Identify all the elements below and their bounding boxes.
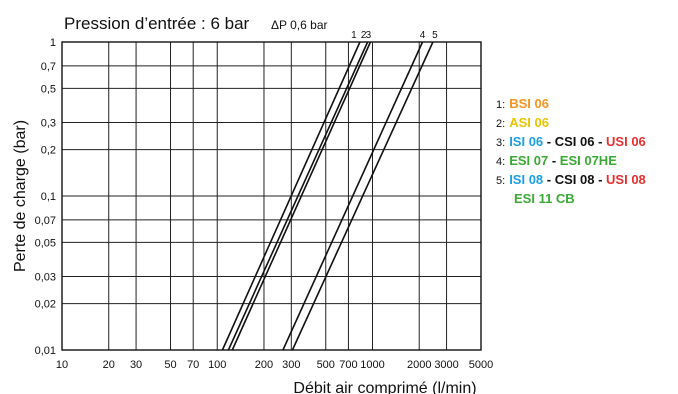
x-axis-ticks: 10 20 30 50 70 100 200 300 500 700 1000 2000 3000 500… xyxy=(56,359,493,371)
series-label-3: 3 xyxy=(366,30,372,41)
legend-number: 3: xyxy=(496,137,506,149)
plot-frame xyxy=(61,41,482,351)
legend-product-name: - xyxy=(594,172,607,187)
x-axis-label: Débit air comprimé (l/min) xyxy=(293,380,476,394)
legend-number: 2: xyxy=(496,118,506,130)
legend-product-name: CSI 08 xyxy=(554,172,595,187)
chart-title: Pression d’entrée : 6 bar xyxy=(64,14,250,33)
x-tick-label: 2000 xyxy=(407,359,431,371)
y-tick-label: 0,02 xyxy=(35,299,56,311)
legend-product-name: USI 08 xyxy=(606,172,646,187)
legend-item: 3: ISI 06 - CSI 06 - USI 06 xyxy=(496,132,646,151)
series-label-1: 1 xyxy=(351,30,357,41)
legend-number: 1: xyxy=(496,99,506,111)
legend-product-name: - xyxy=(543,172,555,187)
legend-product-name: ISI 06 xyxy=(509,134,544,149)
legend-item: 4: ESI 07 - ESI 07HE xyxy=(496,151,646,170)
legend-product-name: ASI 06 xyxy=(509,115,549,130)
x-tick-label: 700 xyxy=(339,359,357,371)
legend-product-name: - xyxy=(543,134,555,149)
x-tick-label: 100 xyxy=(208,359,226,371)
y-tick-label: 0,01 xyxy=(35,345,56,357)
legend-number: 5: xyxy=(496,175,506,187)
y-tick-label: 1 xyxy=(50,37,56,49)
y-tick-label: 0,7 xyxy=(41,61,56,73)
legend-continuation: ESI 11 CB xyxy=(514,191,575,206)
x-tick-label: 30 xyxy=(130,359,142,371)
x-tick-label: 1000 xyxy=(360,359,384,371)
x-tick-label: 500 xyxy=(317,359,335,371)
y-axis-label: Perte de charge (bar) xyxy=(12,120,29,272)
series-line-4 xyxy=(282,41,424,351)
y-axis-ticks: 0,01 0,02 0,03 0,05 0,07 0,1 0,2 0,3 0,5 0,7 1 xyxy=(35,37,56,357)
legend-item: 2: ASI 06 xyxy=(496,113,646,132)
y-tick-label: 0,1 xyxy=(41,191,56,203)
y-tick-label: 0,5 xyxy=(41,83,56,95)
series-label-4: 4 xyxy=(420,30,426,41)
legend-item: 1: BSI 06 xyxy=(496,94,646,113)
legend-product-name: - xyxy=(548,153,560,168)
legend-product-name: BSI 06 xyxy=(509,96,549,111)
x-tick-label: 70 xyxy=(187,359,199,371)
series-line-5 xyxy=(291,41,434,351)
x-tick-label: 50 xyxy=(164,359,176,371)
y-tick-label: 0,07 xyxy=(35,215,56,227)
y-tick-label: 0,3 xyxy=(41,118,56,130)
legend-product-name: - xyxy=(594,134,607,149)
y-tick-label: 0,03 xyxy=(35,272,56,284)
legend-number: 4: xyxy=(496,156,506,168)
series-line-3 xyxy=(231,41,372,351)
legend-product-name: ESI 07HE xyxy=(559,153,617,168)
y-tick-label: 0,05 xyxy=(35,237,56,249)
x-tick-label: 5000 xyxy=(469,359,493,371)
y-tick-label: 0,2 xyxy=(41,145,56,157)
x-tick-label: 200 xyxy=(255,359,273,371)
x-tick-label: 3000 xyxy=(434,359,458,371)
x-tick-label: 20 xyxy=(103,359,115,371)
legend-product-name: ESI 07 xyxy=(509,153,549,168)
legend-product-name: USI 06 xyxy=(606,134,646,149)
series-line-1 xyxy=(221,41,361,351)
x-tick-label: 300 xyxy=(282,359,300,371)
legend-product-name: CSI 06 xyxy=(554,134,595,149)
x-tick-label: 10 xyxy=(56,359,68,371)
legend-item: 5: ISI 08 - CSI 08 - USI 08 xyxy=(496,170,646,189)
series-line-2 xyxy=(227,41,369,351)
series-label-5: 5 xyxy=(432,30,438,41)
chart-subtitle: ΔP 0,6 bar xyxy=(271,18,328,32)
chart-legend: 1: BSI 06 2: ASI 06 3: ISI 06 - CSI 06 - USI … xyxy=(496,94,646,208)
series-lines xyxy=(221,41,434,351)
series-label-2: 2 xyxy=(361,30,367,41)
grid-lines xyxy=(61,41,482,351)
legend-product-name: ISI 08 xyxy=(509,172,544,187)
